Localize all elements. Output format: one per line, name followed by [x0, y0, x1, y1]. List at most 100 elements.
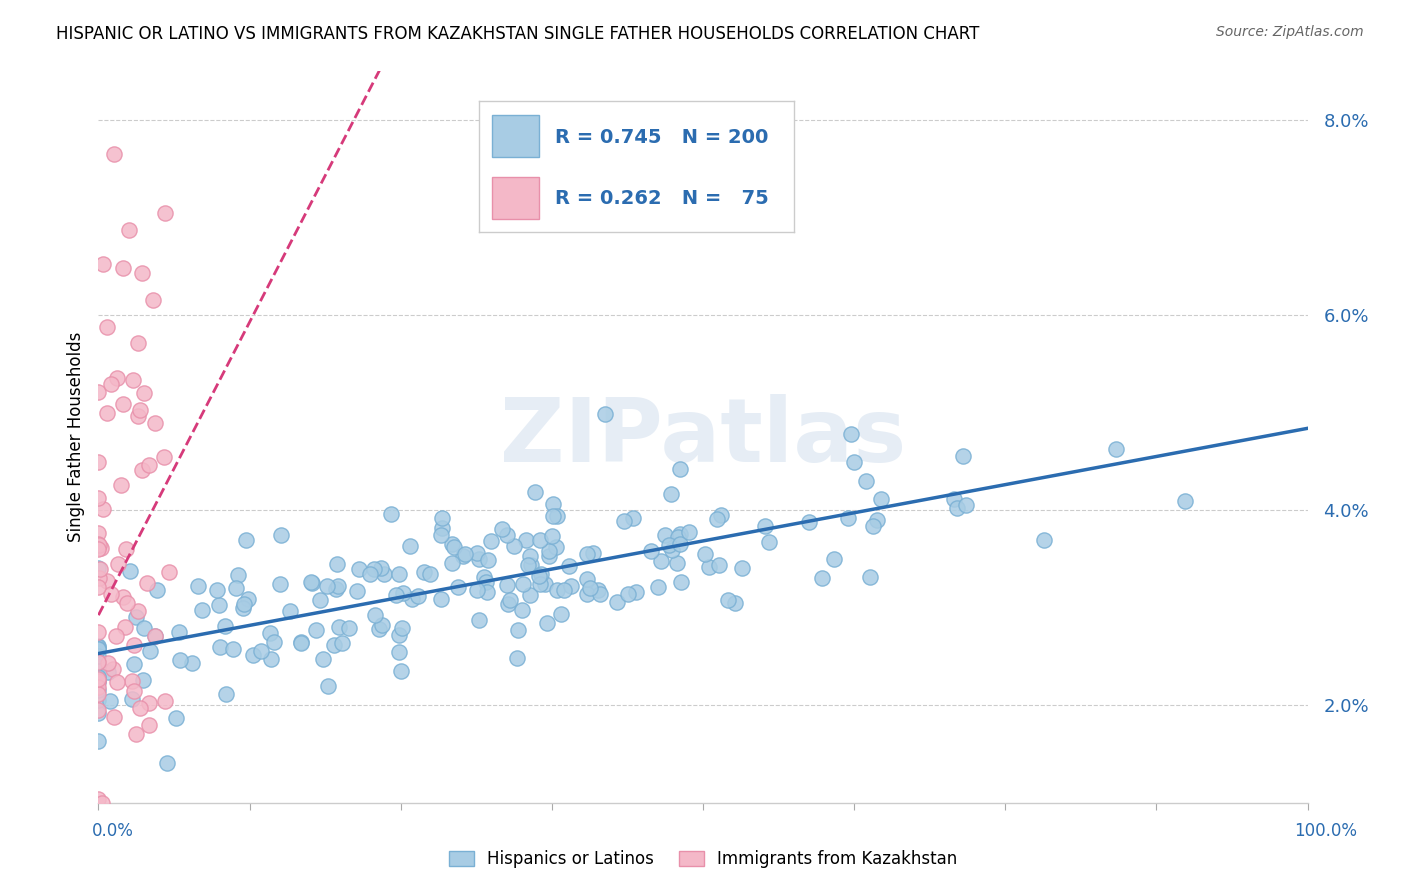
Point	[87, 580, 110, 594]
Point	[97, 656, 120, 670]
Point	[578, 581, 600, 595]
Point	[242, 648, 264, 662]
Point	[479, 533, 502, 548]
Point	[316, 579, 339, 593]
Point	[87, 682, 110, 697]
Point	[87, 675, 110, 690]
Point	[1105, 442, 1128, 456]
Point	[541, 497, 564, 511]
Point	[87, 560, 110, 574]
Point	[811, 571, 834, 585]
Point	[87, 687, 110, 701]
Point	[112, 883, 135, 892]
Point	[546, 582, 568, 597]
Point	[523, 485, 546, 500]
Point	[671, 575, 693, 590]
Point	[640, 544, 662, 558]
Point	[87, 733, 110, 747]
Point	[96, 574, 118, 588]
Point	[391, 621, 413, 635]
Point	[946, 500, 969, 515]
Point	[121, 674, 143, 689]
Point	[527, 569, 550, 583]
Point	[215, 687, 238, 701]
Point	[263, 635, 285, 649]
Point	[270, 528, 292, 542]
Point	[707, 558, 730, 573]
Point	[105, 370, 128, 384]
Point	[508, 624, 530, 638]
Point	[91, 257, 114, 271]
Point	[87, 655, 110, 669]
Point	[495, 578, 517, 592]
Point	[138, 718, 160, 732]
Point	[862, 519, 884, 533]
Point	[312, 652, 335, 666]
Y-axis label: Single Father Households: Single Father Households	[66, 332, 84, 542]
Point	[385, 588, 408, 602]
Point	[87, 670, 110, 684]
Point	[472, 570, 495, 584]
Point	[157, 565, 180, 579]
Point	[388, 645, 411, 659]
Point	[132, 673, 155, 688]
Point	[399, 539, 422, 553]
Text: ZIPatlas: ZIPatlas	[501, 393, 905, 481]
Point	[118, 564, 141, 578]
Point	[468, 613, 491, 627]
Point	[309, 593, 332, 607]
Point	[586, 583, 609, 598]
Point	[226, 568, 249, 582]
Point	[100, 377, 122, 392]
Point	[666, 530, 689, 544]
Point	[249, 644, 271, 658]
Point	[180, 656, 202, 670]
Point	[837, 510, 859, 524]
Point	[87, 692, 110, 706]
Point	[143, 417, 166, 431]
Point	[155, 206, 177, 220]
Point	[96, 319, 118, 334]
Point	[391, 586, 413, 600]
Point	[502, 540, 524, 554]
Point	[134, 621, 156, 635]
Point	[131, 266, 153, 280]
Point	[440, 556, 463, 570]
Point	[388, 566, 411, 581]
Point	[232, 601, 254, 615]
Point	[205, 583, 228, 598]
Point	[669, 536, 692, 550]
Point	[543, 508, 565, 523]
Point	[326, 579, 349, 593]
Point	[661, 543, 683, 558]
Point	[326, 558, 349, 572]
Point	[553, 582, 575, 597]
Point	[222, 642, 245, 657]
Point	[451, 549, 474, 564]
Point	[367, 623, 389, 637]
Point	[96, 406, 118, 420]
Point	[111, 396, 134, 410]
Point	[468, 551, 491, 566]
Point	[717, 593, 740, 607]
Point	[103, 709, 125, 723]
Point	[516, 558, 538, 573]
Point	[87, 537, 110, 551]
Point	[87, 855, 110, 870]
Point	[650, 553, 672, 567]
Point	[87, 673, 110, 687]
Text: 100.0%: 100.0%	[1294, 822, 1357, 840]
Point	[855, 474, 877, 488]
Point	[541, 529, 564, 543]
Point	[363, 562, 385, 576]
Point	[290, 635, 312, 649]
Point	[446, 580, 468, 594]
Point	[301, 576, 323, 591]
Point	[143, 629, 166, 643]
Point	[87, 455, 110, 469]
Point	[114, 541, 136, 556]
Point	[316, 679, 339, 693]
Point	[115, 596, 138, 610]
Point	[122, 657, 145, 671]
Point	[187, 579, 209, 593]
